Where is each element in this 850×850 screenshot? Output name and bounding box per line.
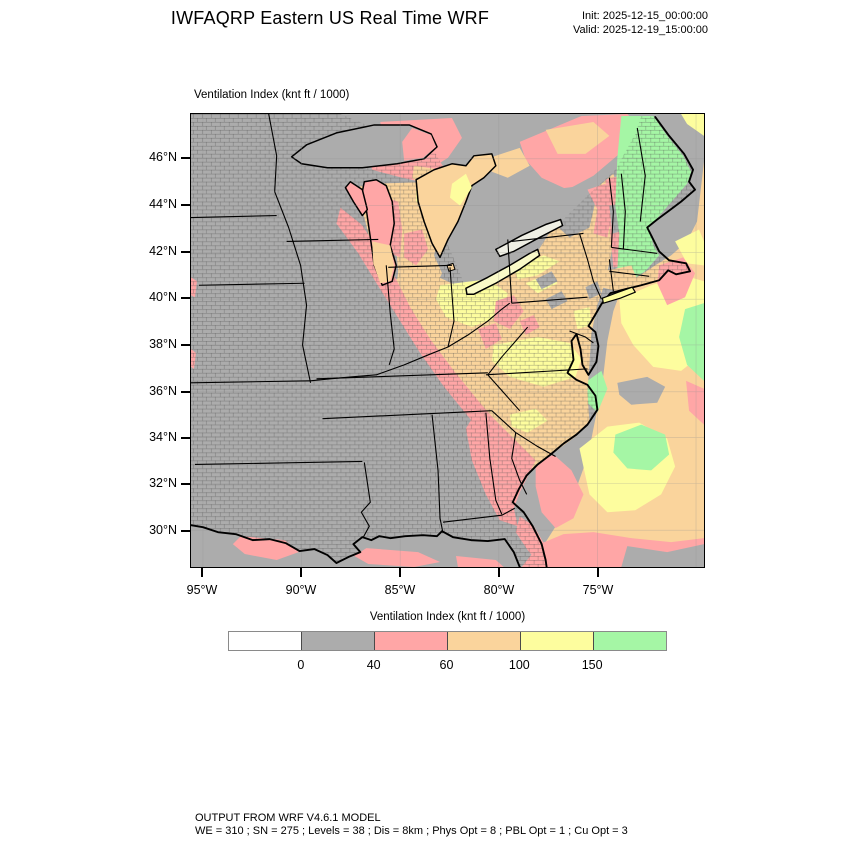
run-info: Init: 2025-12-15_00:00:00 Valid: 2025-12… <box>573 10 708 37</box>
lat-label: 34°N <box>149 430 177 444</box>
lake-huron-yellow <box>449 173 472 206</box>
footer: OUTPUT FROM WRF V4.6.1 MODEL WE = 310 ; … <box>195 812 628 838</box>
field-label: Ventilation Index (knt ft / 1000) <box>194 89 350 101</box>
lake-superior-pink <box>402 127 437 161</box>
lake-ontario <box>495 218 564 258</box>
long-island <box>601 286 636 304</box>
legend-segment <box>301 632 374 650</box>
green-bay <box>344 180 369 217</box>
plot-title: IWFAQRP Eastern US Real Time WRF <box>170 8 490 28</box>
lat-label: 42°N <box>149 244 177 258</box>
lon-label: 75°W <box>582 583 614 597</box>
lake-michigan-tan <box>372 241 395 284</box>
legend-segment <box>593 632 666 650</box>
legend-number: 40 <box>366 658 381 672</box>
great-lakes <box>290 124 564 295</box>
lat-tick <box>181 344 190 346</box>
lon-tick <box>399 568 401 577</box>
legend-number: 150 <box>581 658 603 672</box>
lake-erie <box>465 248 541 295</box>
lat-tick <box>181 483 190 485</box>
lon-label: 85°W <box>384 583 416 597</box>
lon-label: 80°W <box>483 583 515 597</box>
state-borders <box>191 114 658 538</box>
footer-line2: WE = 310 ; SN = 275 ; Levels = 38 ; Dis … <box>195 825 628 837</box>
lon-label: 95°W <box>186 583 218 597</box>
lat-label: 46°N <box>149 150 177 164</box>
lon-tick <box>201 568 203 577</box>
lat-tick <box>181 391 190 393</box>
lat-label: 40°N <box>149 290 177 304</box>
init-time: Init: 2025-12-15_00:00:00 <box>582 10 708 22</box>
lat-tick <box>181 297 190 299</box>
lat-label: 36°N <box>149 384 177 398</box>
legend-segment <box>447 632 520 650</box>
lake-st-clair <box>446 262 456 272</box>
lat-tick <box>181 204 190 206</box>
legend-bar <box>228 631 667 651</box>
footer-line1: OUTPUT FROM WRF V4.6.1 MODEL <box>195 812 381 824</box>
legend-title: Ventilation Index (knt ft / 1000) <box>369 611 526 623</box>
coastline <box>191 116 696 567</box>
legend-number: 60 <box>439 658 454 672</box>
lat-tick <box>181 157 190 159</box>
legend-number: 100 <box>508 658 530 672</box>
map-frame <box>190 113 705 568</box>
lat-tick <box>181 530 190 532</box>
legend-number: 0 <box>297 658 305 672</box>
wrf-map <box>191 114 704 567</box>
lon-label: 90°W <box>285 583 317 597</box>
lon-tick <box>498 568 500 577</box>
lake-superior <box>290 124 438 169</box>
lat-label: 44°N <box>149 197 177 211</box>
lat-label: 32°N <box>149 476 177 490</box>
lat-tick <box>181 251 190 253</box>
valid-time: Valid: 2025-12-19_15:00:00 <box>573 23 708 36</box>
lat-label: 38°N <box>149 337 177 351</box>
legend-labels: 0 40 60 100 150 <box>228 658 667 676</box>
lon-tick <box>300 568 302 577</box>
legend-segment <box>374 632 447 650</box>
legend-segment <box>229 632 301 650</box>
lake-huron <box>415 153 497 259</box>
lat-label: 30°N <box>149 523 177 537</box>
lat-tick <box>181 437 190 439</box>
lon-tick <box>597 568 599 577</box>
legend-segment <box>520 632 593 650</box>
graticule <box>191 114 704 567</box>
